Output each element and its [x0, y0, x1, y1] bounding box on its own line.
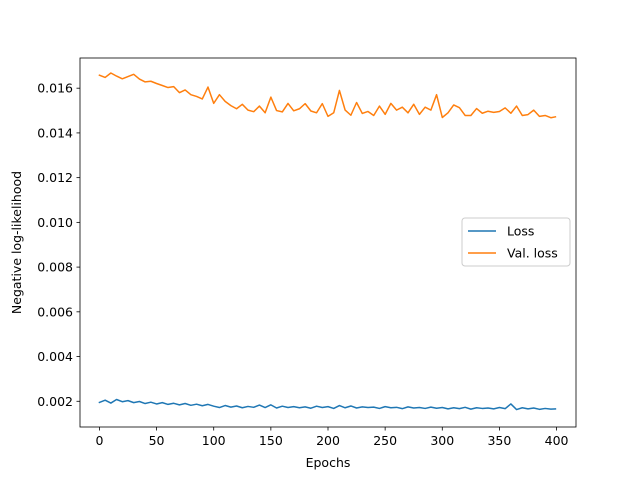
x-tick-label: 250	[373, 433, 397, 448]
y-tick-label: 0.016	[37, 81, 73, 96]
y-tick-label: 0.014	[37, 125, 73, 140]
x-tick-label: 350	[487, 433, 511, 448]
x-tick-label: 200	[316, 433, 340, 448]
y-axis-ticks: 0.002 0.004 0.006 0.008 0.010 0.012 0.014 0.016	[37, 81, 80, 409]
legend: Loss Val. loss	[461, 217, 571, 267]
x-axis-title: Epochs	[306, 455, 351, 470]
y-tick-label: 0.010	[37, 215, 73, 230]
y-tick-label: 0.002	[37, 394, 73, 409]
y-tick-label: 0.012	[37, 170, 73, 185]
legend-box	[461, 217, 571, 267]
x-tick-label: 400	[545, 433, 569, 448]
x-tick-label: 150	[259, 433, 283, 448]
val-loss-series-line	[98, 72, 557, 119]
y-tick-label: 0.004	[37, 349, 73, 364]
y-axis-title: Negative log-likelihood	[9, 171, 24, 314]
y-tick-label: 0.008	[37, 260, 73, 275]
y-tick-label: 0.006	[37, 304, 73, 319]
x-tick-label: 50	[149, 433, 165, 448]
legend-label-loss: Loss	[507, 224, 534, 239]
loss-series-line	[98, 398, 557, 411]
series-layer	[98, 72, 557, 411]
x-tick-label: 0	[95, 433, 103, 448]
x-tick-label: 100	[202, 433, 226, 448]
legend-label-val-loss: Val. loss	[507, 246, 558, 261]
x-axis-ticks: 0 50 100 150 200 250 300 350 400	[95, 427, 569, 448]
x-tick-label: 300	[430, 433, 454, 448]
